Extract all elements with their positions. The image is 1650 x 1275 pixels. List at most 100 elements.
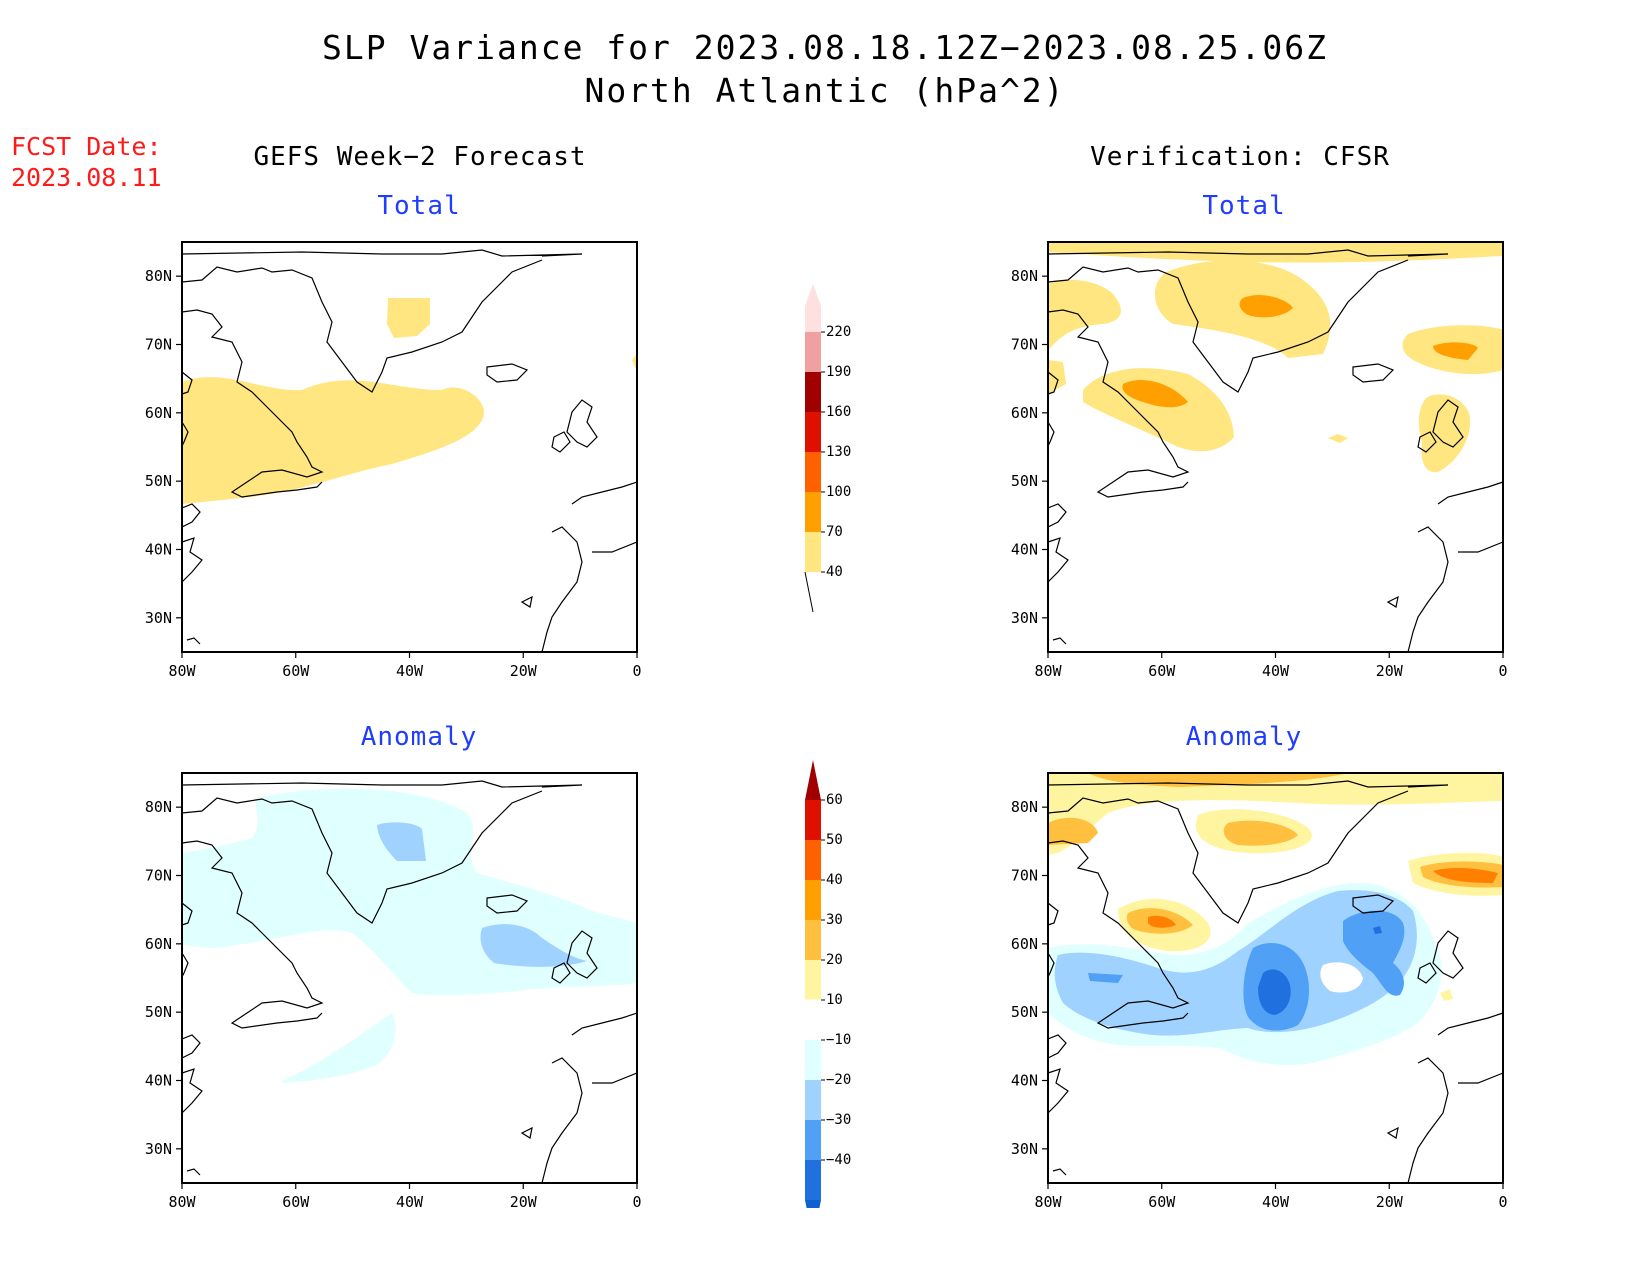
lon-tick-label: 60W [282,1193,310,1211]
coastline-10 [571,1012,638,1036]
lon-tick-label: 80W [168,1193,196,1211]
lat-tick-label: 50N [1011,1003,1038,1021]
fcst-date-value: 2023.08.11 [11,163,162,192]
coastline-2 [1047,309,1190,498]
cbar-total-label: 160 [826,404,851,420]
lon-tick-label: 20W [1376,1193,1404,1211]
cbar-total-label: 100 [826,484,851,500]
coastline-11 [541,526,583,653]
coastline-9 [1417,962,1437,984]
lat-tick-label: 40N [1011,1072,1038,1090]
coastline-14 [186,637,201,645]
lat-tick-label: 80N [1011,267,1038,285]
coastline-12 [592,541,638,553]
coastline-14 [1052,637,1067,645]
fill-neg20-north [377,822,426,861]
cbar-anom-segment [805,1120,821,1160]
cbar-anom-segment [805,960,821,1000]
cbar-anom-top-arrow [805,760,821,800]
colorbar-total: 40 70 100 130 160 190 220 [790,282,870,617]
fill-40-labrador-sea [1083,368,1234,452]
cbar-total-segment [805,492,821,532]
lat-tick-label: 30N [1011,609,1038,627]
coastline-13 [1386,1126,1399,1139]
lat-tick-label: 50N [145,472,172,490]
fill-pos30-labrador [1148,915,1176,928]
coastline-0 [181,780,583,788]
fill-neg20-broad [1054,890,1417,1036]
coastline-3 [181,371,193,395]
lat-tick-label: 30N [145,609,172,627]
fill-neg30-west [1088,973,1123,983]
fcst-date-label: FCST Date: [11,132,162,161]
coastline-11 [1407,526,1449,653]
coastline-0 [181,249,583,257]
lon-tick-label: 60W [1148,662,1176,680]
map-panel-verification-total: 80N 70N 60N 50N 40N 30N 80W 60W 40W 20W 0 [1011,241,1508,680]
cbar-total-segment [805,332,821,372]
lat-tick-label: 30N [145,1140,172,1158]
fill-70-east-strip [1433,342,1478,360]
coastline-11 [541,1057,583,1184]
lat-tick-label: 60N [1011,404,1038,422]
cbar-anom-segment [805,1080,821,1120]
map-panel-forecast-total: 80N 70N 60N 50N 40N 30N 80W 60W 40W 20W 0 [145,241,642,680]
fill-neg30-east [1343,910,1405,996]
coastline-6 [1047,537,1069,583]
coastline-7 [486,894,529,914]
fill-40-north-strip [1048,242,1503,263]
coastline-7 [486,363,529,383]
coastline-3 [1047,371,1059,395]
lat-tick-label: 50N [1011,472,1038,490]
coastline-10 [571,481,638,505]
coastlines [181,249,638,653]
lon-tick-label: 20W [510,1193,538,1211]
coastline-14 [186,1168,201,1176]
lon-tick-label: 0 [1498,662,1507,680]
cbar-total-segment [805,284,821,332]
cbar-total-label: 190 [826,364,851,380]
fill-40-britain [1418,394,1471,473]
fill-pos10-north [1048,773,1503,855]
fill-pos30-east [1433,867,1498,883]
cbar-anom-segment [805,880,821,920]
coastline-12 [1458,1072,1504,1084]
cbar-anom-label: 40 [826,872,843,888]
colorbar-anomaly: 60 50 40 30 20 10 −10 −20 −30 −40 [790,756,870,1240]
coastline-1 [1047,259,1409,393]
lon-tick-label: 60W [1148,1193,1176,1211]
fill-70-labrador-sea [1122,380,1188,408]
right-anomaly-subtitle: Anomaly [1185,722,1303,752]
coastline-5 [1047,503,1067,528]
lon-tick-label: 0 [632,1193,641,1211]
fill-40-west-low [1048,360,1066,394]
lon-tick-label: 20W [1376,662,1404,680]
coastline-13 [520,1126,533,1139]
cbar-anom-segment [805,800,821,840]
lat-tick-label: 60N [145,404,172,422]
coastline-0 [1047,249,1449,257]
cbar-anom-label: −30 [826,1112,851,1128]
coastline-1 [181,259,543,393]
coastline-5 [1047,1034,1067,1059]
cbar-anom-segment [805,1160,821,1200]
coastline-13 [520,595,533,608]
coastline-12 [592,1072,638,1084]
fill-pos20-west [1048,817,1098,845]
cbar-anom-label: −20 [826,1072,851,1088]
coastline-11 [1407,1057,1449,1184]
main-subtitle: North Atlantic (hPa^2) [584,71,1066,110]
coastline-1 [1047,790,1409,924]
lon-tick-label: 80W [1034,1193,1062,1211]
lat-tick-label: 40N [145,1072,172,1090]
lat-tick-label: 80N [145,798,172,816]
coastline-3 [181,902,193,926]
lat-tick-label: 70N [145,336,172,354]
lat-tick-label: 60N [145,935,172,953]
map-panel-forecast-anomaly: 80N 70N 60N 50N 40N 30N 80W 60W 40W 20W 0 [145,772,642,1211]
fill-neg40-central [1258,969,1291,1015]
cbar-anom-label: 30 [826,912,843,928]
coastline-8 [1432,930,1464,979]
fill-40-labrador [182,377,484,504]
coastline-14 [1052,1168,1067,1176]
